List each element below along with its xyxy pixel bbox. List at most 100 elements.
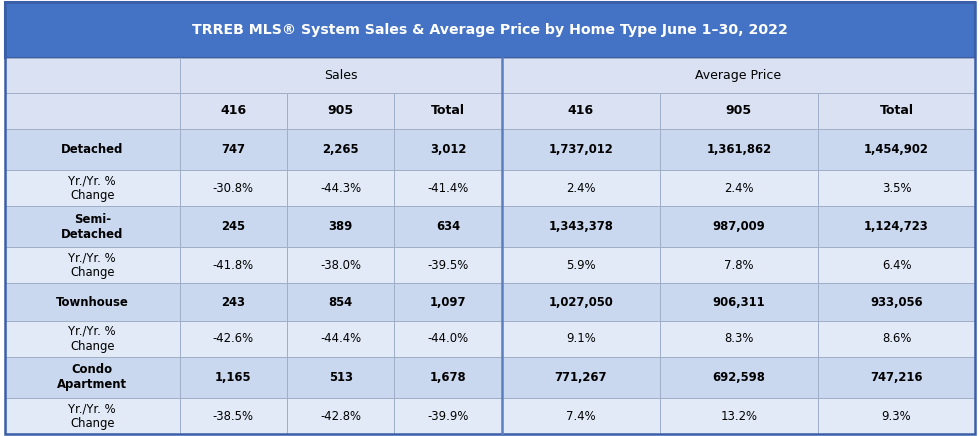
Bar — [818, 248, 975, 283]
Text: -38.5%: -38.5% — [213, 409, 254, 422]
Bar — [502, 58, 975, 93]
Text: 854: 854 — [328, 296, 353, 309]
Text: 2,265: 2,265 — [322, 143, 359, 156]
Text: 1,737,012: 1,737,012 — [549, 143, 613, 156]
Text: 906,311: 906,311 — [712, 296, 765, 309]
Bar — [394, 283, 502, 321]
Bar — [179, 248, 287, 283]
Bar — [818, 357, 975, 398]
Bar — [502, 129, 660, 170]
Text: 3,012: 3,012 — [430, 143, 466, 156]
Text: 7.4%: 7.4% — [565, 409, 596, 422]
Text: 9.1%: 9.1% — [565, 332, 596, 345]
Bar — [179, 93, 287, 129]
Bar — [287, 398, 394, 434]
Text: -38.0%: -38.0% — [320, 259, 362, 272]
Bar — [287, 248, 394, 283]
Text: 1,097: 1,097 — [429, 296, 466, 309]
Text: Townhouse: Townhouse — [56, 296, 128, 309]
Bar — [287, 357, 394, 398]
Bar — [818, 398, 975, 434]
Bar — [660, 248, 818, 283]
Text: TRREB MLS® System Sales & Average Price by Home Type June 1–30, 2022: TRREB MLS® System Sales & Average Price … — [192, 23, 788, 37]
Text: 6.4%: 6.4% — [882, 259, 911, 272]
Bar — [394, 357, 502, 398]
Text: 747: 747 — [221, 143, 245, 156]
Bar — [660, 283, 818, 321]
Text: 5.9%: 5.9% — [565, 259, 596, 272]
Bar — [502, 321, 660, 357]
Text: 1,454,902: 1,454,902 — [864, 143, 929, 156]
Bar — [660, 398, 818, 434]
Bar — [394, 93, 502, 129]
Text: 243: 243 — [221, 296, 245, 309]
Text: 1,343,378: 1,343,378 — [548, 220, 613, 233]
Bar — [818, 129, 975, 170]
Bar — [5, 58, 179, 93]
Text: Yr./Yr. %
Change: Yr./Yr. % Change — [69, 402, 116, 430]
Bar — [502, 357, 660, 398]
Bar — [179, 129, 287, 170]
Bar — [818, 321, 975, 357]
Text: 1,027,050: 1,027,050 — [549, 296, 613, 309]
Bar — [5, 357, 179, 398]
Text: -41.4%: -41.4% — [427, 182, 468, 194]
Bar — [5, 129, 179, 170]
Text: 905: 905 — [327, 105, 354, 117]
Bar — [287, 93, 394, 129]
Bar — [502, 248, 660, 283]
Bar — [394, 321, 502, 357]
Bar — [660, 321, 818, 357]
Text: 3.5%: 3.5% — [882, 182, 911, 194]
Bar — [502, 398, 660, 434]
Bar — [287, 283, 394, 321]
Bar — [5, 2, 975, 58]
Bar — [287, 206, 394, 248]
Text: 692,598: 692,598 — [712, 371, 765, 384]
Text: 1,165: 1,165 — [215, 371, 252, 384]
Bar — [818, 170, 975, 206]
Bar — [660, 206, 818, 248]
Bar — [660, 93, 818, 129]
Text: -44.4%: -44.4% — [320, 332, 362, 345]
Text: Detached: Detached — [61, 143, 123, 156]
Text: 416: 416 — [220, 105, 246, 117]
Bar — [502, 93, 660, 129]
Text: 513: 513 — [328, 371, 353, 384]
Bar — [179, 206, 287, 248]
Bar — [179, 398, 287, 434]
Text: Condo
Apartment: Condo Apartment — [57, 364, 127, 392]
Bar — [818, 93, 975, 129]
Text: -39.5%: -39.5% — [427, 259, 468, 272]
Text: 634: 634 — [436, 220, 460, 233]
Bar — [179, 321, 287, 357]
Bar — [394, 248, 502, 283]
Text: Total: Total — [431, 105, 465, 117]
Bar — [818, 206, 975, 248]
Bar — [502, 206, 660, 248]
Bar — [179, 170, 287, 206]
Text: Yr./Yr. %
Change: Yr./Yr. % Change — [69, 325, 116, 353]
Bar — [5, 398, 179, 434]
Text: 416: 416 — [567, 105, 594, 117]
Text: 747,216: 747,216 — [870, 371, 923, 384]
Text: 8.3%: 8.3% — [724, 332, 754, 345]
Text: 933,056: 933,056 — [870, 296, 923, 309]
Bar — [660, 357, 818, 398]
Text: 245: 245 — [221, 220, 245, 233]
Text: -41.8%: -41.8% — [213, 259, 254, 272]
Text: 7.8%: 7.8% — [724, 259, 754, 272]
Bar — [502, 283, 660, 321]
Bar — [287, 129, 394, 170]
Bar — [179, 357, 287, 398]
Bar — [502, 170, 660, 206]
Text: 13.2%: 13.2% — [720, 409, 758, 422]
Text: -30.8%: -30.8% — [213, 182, 254, 194]
Text: -42.6%: -42.6% — [213, 332, 254, 345]
Bar — [5, 93, 179, 129]
Text: Yr./Yr. %
Change: Yr./Yr. % Change — [69, 174, 116, 202]
Text: -44.3%: -44.3% — [320, 182, 362, 194]
Text: 1,678: 1,678 — [429, 371, 466, 384]
Text: 389: 389 — [328, 220, 353, 233]
Bar — [5, 321, 179, 357]
